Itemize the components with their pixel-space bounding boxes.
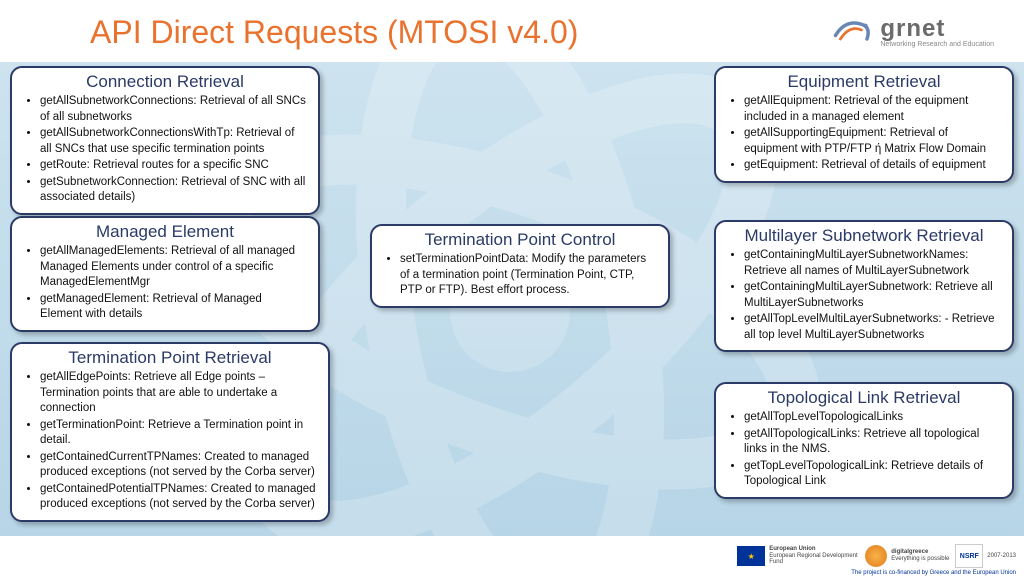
- nsrf-icon: NSRF: [955, 544, 983, 568]
- card-list-item: getContainedCurrentTPNames: Created to m…: [40, 450, 316, 481]
- card-list-item: getAllSupportingEquipment: Retrieval of …: [744, 126, 1000, 157]
- card-connection-retrieval: Connection RetrievalgetAllSubnetworkConn…: [10, 66, 320, 215]
- footer-eu-title: European Union: [769, 546, 859, 553]
- card-list-item: getContainingMultiLayerSubnetworkNames: …: [744, 248, 1000, 279]
- card-equipment-retrieval: Equipment RetrievalgetAllEquipment: Retr…: [714, 66, 1014, 183]
- footer-digital-sub: Everything is possible: [891, 556, 949, 563]
- header: API Direct Requests (MTOSI v4.0) grnet N…: [0, 0, 1024, 62]
- card-list-item: getRoute: Retrieval routes for a specifi…: [40, 158, 306, 174]
- card-list-item: getAllSubnetworkConnections: Retrieval o…: [40, 94, 306, 125]
- footer-nsrf: NSRF 2007-2013: [955, 539, 1016, 573]
- card-list: setTerminationPointData: Modify the para…: [384, 252, 656, 299]
- card-list-item: setTerminationPointData: Modify the para…: [400, 252, 656, 299]
- card-managed-element: Managed ElementgetAllManagedElements: Re…: [10, 216, 320, 332]
- card-title: Termination Point Control: [384, 230, 656, 250]
- card-list-item: getAllSubnetworkConnectionsWithTp: Retri…: [40, 126, 306, 157]
- card-list-item: getTopLevelTopologicalLink: Retrieve det…: [744, 459, 1000, 490]
- card-list-item: getAllEdgePoints: Retrieve all Edge poin…: [40, 370, 316, 417]
- slide: API Direct Requests (MTOSI v4.0) grnet N…: [0, 0, 1024, 576]
- card-list-item: getContainedPotentialTPNames: Created to…: [40, 482, 316, 513]
- card-termination-point-retrieval: Termination Point RetrievalgetAllEdgePoi…: [10, 342, 330, 522]
- card-list: getAllSubnetworkConnections: Retrieval o…: [24, 94, 306, 206]
- card-list: getAllTopLevelTopologicalLinksgetAllTopo…: [728, 410, 1000, 490]
- logo-text: grnet: [880, 17, 945, 41]
- card-list-item: getSubnetworkConnection: Retrieval of SN…: [40, 175, 306, 206]
- cards-container: Connection RetrievalgetAllSubnetworkConn…: [0, 62, 1024, 536]
- footer-eu: European Union European Regional Develop…: [737, 539, 859, 573]
- card-list-item: getAllTopLevelTopologicalLinks: [744, 410, 1000, 426]
- logo-text-wrap: grnet Networking Research and Education: [880, 17, 994, 48]
- digital-greece-icon: [865, 545, 887, 567]
- card-title: Multilayer Subnetwork Retrieval: [728, 226, 1000, 246]
- card-list: getAllEquipment: Retrieval of the equipm…: [728, 94, 1000, 174]
- footer-digital: digitalgreece Everything is possible: [865, 539, 949, 573]
- nsrf-label: NSRF: [960, 553, 979, 560]
- footer-banner: The project is co-financed by Greece and…: [851, 570, 1016, 576]
- card-list-item: getAllManagedElements: Retrieval of all …: [40, 244, 306, 291]
- logo: grnet Networking Research and Education: [832, 14, 994, 50]
- footer-nsrf-sub: 2007-2013: [987, 553, 1016, 560]
- card-topological-link-retrieval: Topological Link RetrievalgetAllTopLevel…: [714, 382, 1014, 499]
- card-list-item: getAllTopLevelMultiLayerSubnetworks: - R…: [744, 312, 1000, 343]
- card-title: Termination Point Retrieval: [24, 348, 316, 368]
- page-title: API Direct Requests (MTOSI v4.0): [90, 14, 578, 51]
- footer: European Union European Regional Develop…: [0, 536, 1024, 576]
- card-list-item: getContainingMultiLayerSubnetwork: Retri…: [744, 280, 1000, 311]
- eu-flag-icon: [737, 546, 765, 566]
- footer-digital-title: digitalgreece: [891, 549, 949, 556]
- logo-subtitle: Networking Research and Education: [880, 41, 994, 48]
- card-list: getAllEdgePoints: Retrieve all Edge poin…: [24, 370, 316, 513]
- card-multilayer-subnetwork-retrieval: Multilayer Subnetwork RetrievalgetContai…: [714, 220, 1014, 352]
- card-list-item: getAllTopologicalLinks: Retrieve all top…: [744, 427, 1000, 458]
- footer-eu-sub: European Regional Development Fund: [769, 553, 859, 566]
- card-title: Equipment Retrieval: [728, 72, 1000, 92]
- logo-swirl-icon: [832, 14, 874, 50]
- card-termination-point-control: Termination Point ControlsetTerminationP…: [370, 224, 670, 308]
- card-list-item: getAllEquipment: Retrieval of the equipm…: [744, 94, 1000, 125]
- card-list: getAllManagedElements: Retrieval of all …: [24, 244, 306, 323]
- card-title: Connection Retrieval: [24, 72, 306, 92]
- card-list-item: getEquipment: Retrieval of details of eq…: [744, 158, 1000, 174]
- card-list-item: getTerminationPoint: Retrieve a Terminat…: [40, 418, 316, 449]
- card-title: Managed Element: [24, 222, 306, 242]
- card-title: Topological Link Retrieval: [728, 388, 1000, 408]
- card-list-item: getManagedElement: Retrieval of Managed …: [40, 292, 306, 323]
- card-list: getContainingMultiLayerSubnetworkNames: …: [728, 248, 1000, 343]
